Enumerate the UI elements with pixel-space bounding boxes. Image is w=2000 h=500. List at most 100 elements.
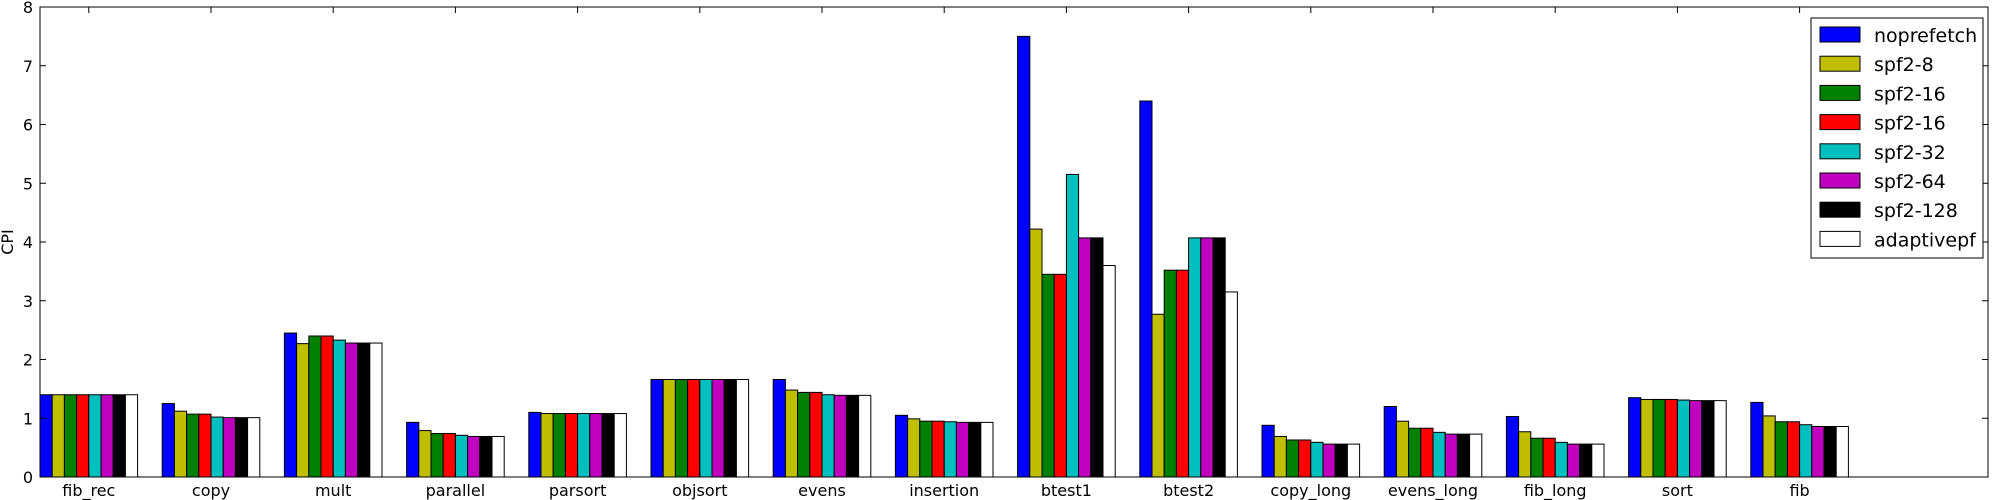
x-category-label: btest1 (1041, 481, 1092, 500)
bar-btest2-noprefetch (1139, 100, 1153, 478)
bar-btest1-spf2-16 (1053, 273, 1067, 478)
bar-parsort-spf2-128 (601, 413, 615, 478)
bar-evens_long-spf2-64 (1444, 433, 1458, 478)
bar-evens-spf2-8 (784, 389, 799, 478)
bar-mult-spf2-32 (332, 339, 346, 478)
x-category-label: copy_long (1270, 481, 1351, 500)
bar-evens-spf2-16 (809, 391, 823, 478)
y-tick-label: 3 (23, 292, 33, 311)
bar-evens_long-spf2-128 (1456, 433, 1471, 478)
bar-fib-noprefetch (1750, 401, 1764, 478)
bar-parsort-noprefetch (528, 411, 542, 478)
legend-swatch (1819, 201, 1861, 218)
bar-btest1-spf2-128 (1090, 237, 1104, 478)
bar-copy_long-spf2-16 (1298, 439, 1312, 478)
bar-copy_long-spf2-64 (1322, 443, 1336, 478)
bar-evens_long-spf2-8 (1395, 420, 1410, 478)
legend-entry-label: spf2-8 (1874, 54, 1934, 76)
x-category-label: parallel (426, 481, 486, 500)
bar-copy-spf2-8 (173, 410, 188, 478)
bar-evens_long-noprefetch (1383, 406, 1397, 478)
x-category-label: evens_long (1388, 481, 1478, 500)
bar-copy-spf2-64 (222, 417, 236, 478)
bar-fib-adaptivepf (1835, 425, 1849, 478)
bar-evens-spf2-64 (833, 394, 847, 478)
bar-fib-spf2-16 (1786, 421, 1801, 478)
y-tick-label: 0 (23, 468, 33, 487)
bar-mult-noprefetch (283, 332, 298, 478)
x-category-label: mult (315, 481, 351, 500)
x-category-label: parsort (549, 481, 607, 500)
bar-fib_rec-spf2-16 (76, 394, 90, 478)
legend: noprefetch spf2-8 spf2-16 spf2-16 spf2-32 spf… (1810, 17, 1984, 259)
bar-parallel-adaptivepf (491, 435, 505, 478)
bar-copy_long-noprefetch (1261, 424, 1275, 478)
bar-evens_long-spf2-16 (1408, 427, 1422, 478)
x-axis: fib_rec copy mult parallel parsort objsort eve… (62, 7, 1810, 500)
bar-parallel-spf2-64 (467, 435, 481, 478)
bar-evens-noprefetch (772, 378, 786, 478)
bar-objsort-spf2-16 (687, 378, 701, 478)
bar-mult-adaptivepf (369, 342, 383, 478)
bar-mult-spf2-8 (296, 343, 310, 478)
bars-layer (39, 35, 1849, 478)
bar-sort-spf2-16 (1664, 398, 1678, 478)
x-category-label: fib (1789, 481, 1809, 500)
x-category-label: fib_long (1524, 481, 1587, 500)
bar-insertion-spf2-16 (931, 420, 945, 478)
legend-entry-label: spf2-16 (1874, 83, 1946, 105)
bar-copy-spf2-128 (234, 417, 249, 478)
bar-btest2-adaptivepf (1224, 291, 1238, 478)
bar-parsort-spf2-8 (540, 413, 554, 478)
x-category-label: sort (1662, 481, 1693, 500)
legend-swatch (1819, 84, 1861, 101)
bar-evens_long-spf2-32 (1432, 431, 1446, 478)
bar-btest1-adaptivepf (1102, 265, 1116, 478)
legend-entry-label: spf2-16 (1874, 113, 1946, 135)
y-tick-label: 4 (23, 233, 33, 252)
y-tick-label: 8 (23, 0, 33, 17)
bar-sort-adaptivepf (1713, 400, 1727, 478)
bar-copy-spf2-16 (198, 413, 212, 478)
bar-fib-spf2-16 (1774, 421, 1788, 478)
legend-swatch (1819, 26, 1861, 43)
legend-swatch (1819, 143, 1861, 160)
bar-insertion-spf2-16 (919, 420, 933, 478)
y-tick-label: 1 (23, 409, 33, 428)
bar-fib_long-noprefetch (1505, 415, 1520, 478)
bar-mult-spf2-16 (320, 335, 334, 478)
legend-swatch (1819, 55, 1861, 72)
bar-btest2-spf2-16 (1163, 269, 1177, 478)
y-axis: 0 1 2 3 4 5 6 7 8 (23, 0, 1988, 487)
bar-fib_long-spf2-64 (1566, 443, 1581, 478)
bar-objsort-adaptivepf (735, 378, 750, 478)
bar-sort-noprefetch (1628, 397, 1642, 478)
bar-mult-spf2-64 (344, 342, 359, 478)
y-tick-label: 5 (23, 174, 33, 193)
bar-fib_rec-spf2-64 (100, 394, 114, 478)
y-tick-label: 7 (23, 57, 33, 76)
bar-parsort-adaptivepf (613, 413, 627, 478)
bar-copy_long-spf2-16 (1285, 439, 1300, 478)
bar-insertion-spf2-128 (968, 421, 982, 478)
y-axis-label: CPI (0, 229, 17, 255)
bar-btest1-spf2-16 (1041, 273, 1055, 478)
bar-copy_long-spf2-32 (1310, 441, 1324, 478)
bar-sort-spf2-16 (1652, 398, 1666, 478)
bar-btest2-spf2-8 (1151, 313, 1165, 478)
bar-fib_rec-spf2-16 (63, 394, 78, 478)
bar-sort-spf2-32 (1676, 399, 1691, 478)
bar-insertion-spf2-8 (907, 418, 921, 478)
bar-evens-spf2-128 (845, 394, 860, 478)
bar-fib_rec-spf2-8 (51, 394, 65, 478)
bar-parallel-spf2-8 (418, 430, 432, 478)
bar-copy-adaptivepf (247, 417, 261, 478)
bar-fib_long-spf2-32 (1554, 441, 1568, 478)
bar-fib_long-spf2-128 (1579, 443, 1593, 478)
bar-sort-spf2-8 (1640, 398, 1654, 478)
bar-fib_long-spf2-16 (1530, 437, 1544, 478)
bar-fib-spf2-32 (1799, 424, 1813, 478)
bar-copy_long-adaptivepf (1346, 443, 1361, 478)
bar-btest1-spf2-64 (1078, 237, 1092, 478)
